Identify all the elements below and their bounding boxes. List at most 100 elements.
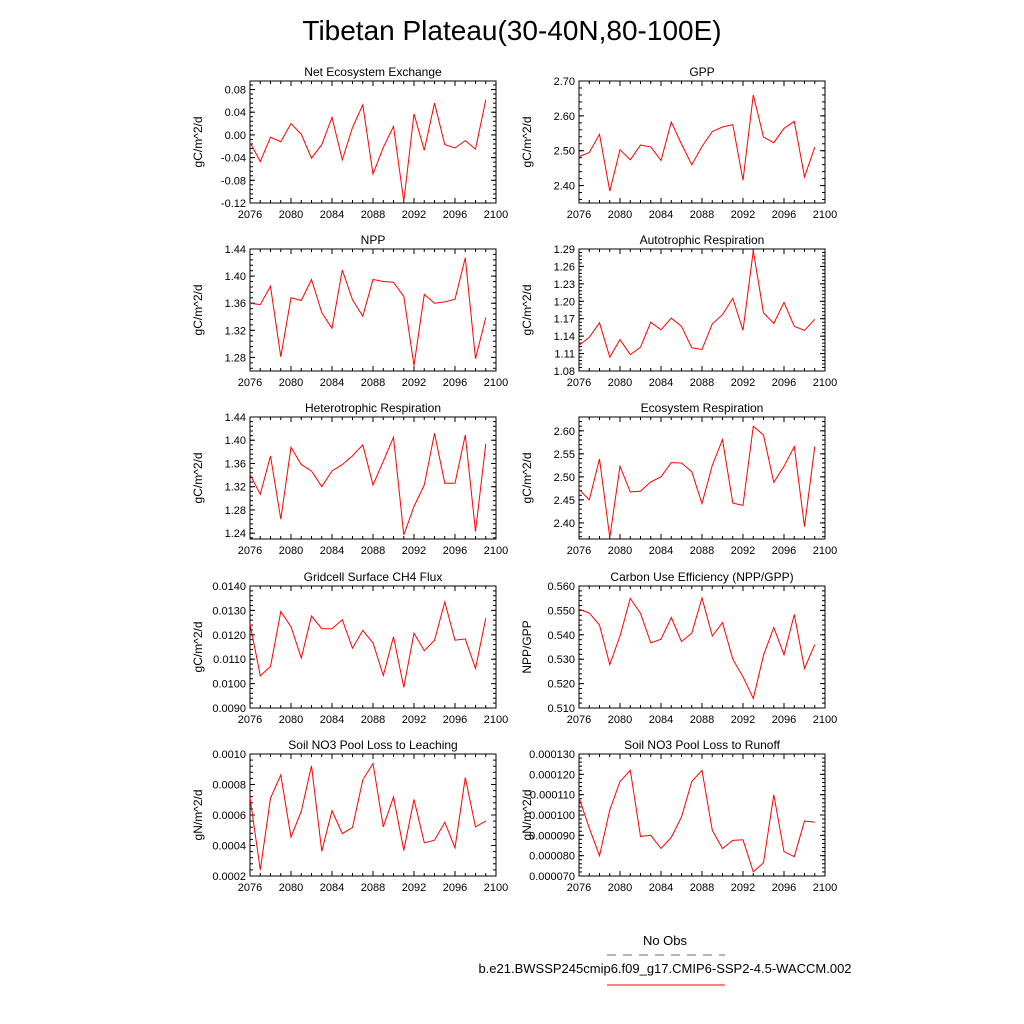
y-tick-label: 0.510: [547, 703, 575, 715]
y-tick-label: -0.04: [221, 153, 246, 165]
x-tick-label: 2080: [279, 714, 303, 726]
series-line: [578, 596, 816, 701]
plot-frame: [578, 248, 826, 372]
y-tick-label: 0.530: [547, 654, 575, 666]
x-tick-label: 2092: [402, 882, 426, 894]
x-tick-label: 2080: [608, 545, 632, 557]
x-tick-label: 2096: [772, 209, 796, 221]
x-tick-label: 2088: [690, 714, 714, 726]
x-tick-label: 2092: [402, 377, 426, 389]
y-tick-label: 0.000080: [529, 851, 575, 863]
x-tick-label: 2080: [608, 882, 632, 894]
x-tick-label: 2088: [690, 545, 714, 557]
series-line: [578, 94, 816, 192]
x-tick-label: 2084: [649, 714, 673, 726]
y-tick-label: 1.26: [554, 261, 575, 273]
x-tick-label: 2092: [402, 209, 426, 221]
y-tick-label: 1.28: [225, 352, 246, 364]
plot-frame: [249, 585, 497, 709]
legend-obs-label: No Obs: [643, 933, 688, 948]
panel-title: Soil NO3 Pool Loss to Leaching: [288, 738, 457, 752]
y-tick-label: 1.32: [225, 482, 246, 494]
x-tick-label: 2080: [279, 209, 303, 221]
y-axis-label: gC/m^2/d: [191, 622, 205, 673]
x-tick-label: 2080: [608, 377, 632, 389]
y-tick-label: 0.0010: [212, 749, 246, 761]
series-line: [578, 425, 816, 538]
panel-title: Heterotrophic Respiration: [305, 401, 441, 415]
x-tick-label: 2100: [484, 377, 508, 389]
x-tick-label: 2080: [279, 882, 303, 894]
x-tick-label: 2092: [731, 882, 755, 894]
x-tick-label: 2076: [567, 209, 591, 221]
panel-title: GPP: [689, 65, 714, 79]
y-tick-label: 1.29: [554, 244, 575, 256]
y-axis-label: gC/m^2/d: [520, 285, 534, 336]
y-tick-label: 0.560: [547, 581, 575, 593]
chart-panel-3: Autotrophic Respiration 2076 2080 2084 2088 2…: [520, 233, 837, 389]
x-tick-label: 2092: [731, 545, 755, 557]
y-tick-label: 2.40: [554, 518, 575, 530]
figure-title: Tibetan Plateau(30-40N,80-100E): [302, 15, 721, 46]
y-tick-label: -0.12: [221, 198, 246, 210]
series-line: [249, 257, 487, 366]
y-tick-label: 0.0004: [212, 841, 246, 853]
y-tick-label: 2.55: [554, 449, 575, 461]
plot-frame: [249, 248, 497, 372]
chart-panel-1: GPP 2076 2080 2084 2088 2092 2096 2100 2.40 2.50 2…: [520, 65, 837, 221]
y-tick-label: 1.36: [225, 458, 246, 470]
x-tick-label: 2088: [690, 882, 714, 894]
chart-panel-2: NPP 2076 2080 2084 2088 2092 2096 2100 1.28 1.32 1…: [191, 233, 508, 389]
x-tick-label: 2096: [443, 714, 467, 726]
x-tick-label: 2096: [772, 882, 796, 894]
panel-title: Ecosystem Respiration: [641, 401, 764, 415]
x-tick-label: 2076: [567, 882, 591, 894]
panel-title: Autotrophic Respiration: [640, 233, 765, 247]
x-tick-label: 2076: [567, 714, 591, 726]
y-tick-label: -0.08: [221, 175, 246, 187]
chart-panel-6: Gridcell Surface CH4 Flux 2076 2080 2084 208…: [191, 570, 508, 726]
series-line: [249, 762, 487, 870]
x-tick-label: 2092: [731, 209, 755, 221]
x-tick-label: 2100: [484, 209, 508, 221]
y-axis-label: gC/m^2/d: [191, 285, 205, 336]
panels: Net Ecosystem Exchange 2076 2080 2084 2088 20…: [191, 65, 837, 894]
x-tick-label: 2096: [443, 377, 467, 389]
plot-frame: [578, 416, 826, 540]
y-axis-label: gC/m^2/d: [191, 453, 205, 504]
y-tick-label: 1.40: [225, 271, 246, 283]
y-tick-label: 2.40: [554, 181, 575, 193]
x-tick-label: 2088: [361, 714, 385, 726]
x-tick-label: 2076: [238, 714, 262, 726]
x-tick-label: 2076: [567, 545, 591, 557]
x-tick-label: 2080: [608, 209, 632, 221]
chart-panel-5: Ecosystem Respiration 2076 2080 2084 2088 209…: [520, 401, 837, 557]
x-tick-label: 2076: [238, 882, 262, 894]
x-tick-label: 2080: [279, 377, 303, 389]
chart-panel-4: Heterotrophic Respiration 2076 2080 2084 208…: [191, 401, 508, 557]
x-tick-label: 2076: [238, 209, 262, 221]
panel-title: Gridcell Surface CH4 Flux: [304, 570, 443, 584]
y-axis-label: gN/m^2/d: [520, 790, 534, 841]
x-tick-label: 2080: [608, 714, 632, 726]
y-axis-label: gN/m^2/d: [191, 790, 205, 841]
y-tick-label: 1.40: [225, 435, 246, 447]
x-tick-label: 2076: [567, 377, 591, 389]
y-tick-label: 1.44: [225, 412, 246, 424]
chart-panel-9: Soil NO3 Pool Loss to Runoff 2076 2080 2084…: [520, 738, 837, 894]
series-line: [249, 433, 487, 536]
chart-panel-0: Net Ecosystem Exchange 2076 2080 2084 2088 20…: [191, 65, 508, 221]
y-tick-label: 0.000130: [529, 749, 575, 761]
x-tick-label: 2092: [402, 545, 426, 557]
y-axis-label: gC/m^2/d: [191, 117, 205, 168]
y-tick-label: 2.60: [554, 111, 575, 123]
y-tick-label: 1.11: [554, 349, 575, 361]
legend: No Obs b.e21.BWSSP245cmip6.f09_g17.CMIP6…: [478, 933, 852, 986]
x-tick-label: 2096: [772, 545, 796, 557]
y-tick-label: 0.540: [547, 630, 575, 642]
y-axis-label: gC/m^2/d: [520, 453, 534, 504]
x-tick-label: 2096: [443, 209, 467, 221]
x-tick-label: 2092: [731, 714, 755, 726]
series-line: [578, 250, 816, 359]
